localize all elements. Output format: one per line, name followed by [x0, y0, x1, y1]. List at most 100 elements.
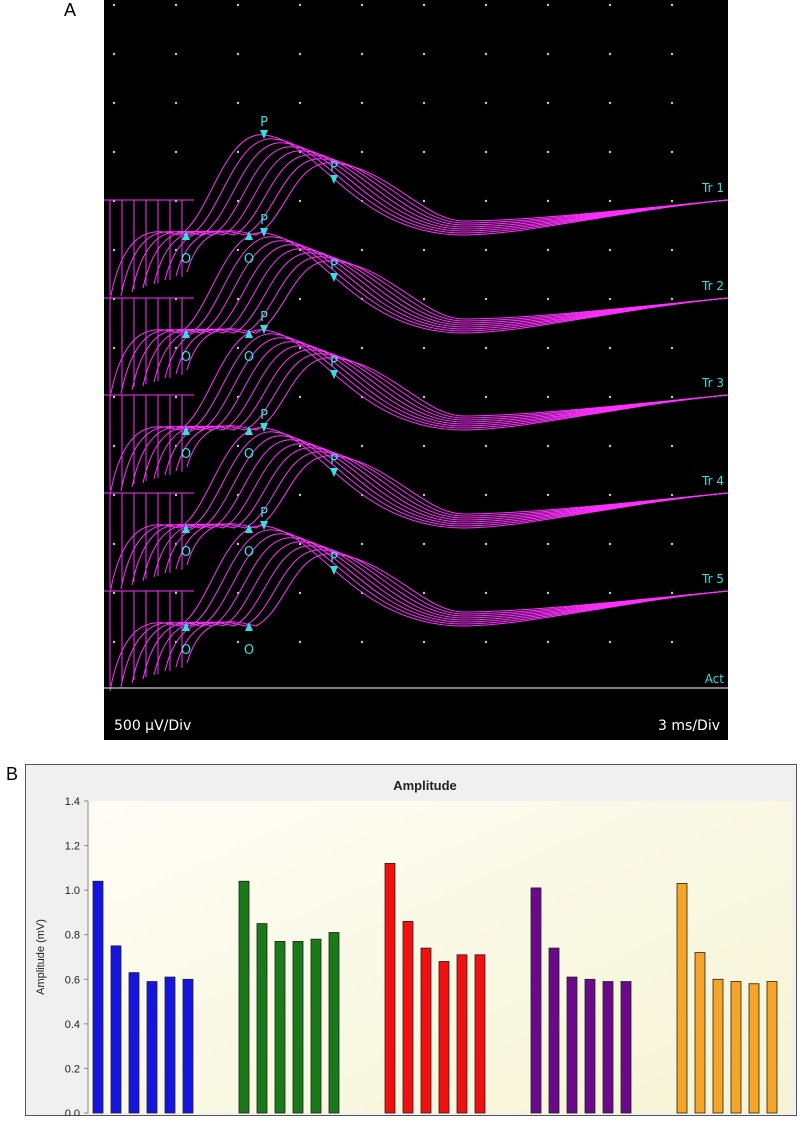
grid-dot — [298, 444, 302, 448]
response-trace-line — [186, 455, 728, 566]
amplitude-bar — [676, 883, 688, 1114]
onset-marker-triangle — [245, 524, 253, 533]
grid-dot — [546, 150, 550, 154]
grid-dot — [422, 52, 426, 56]
grid-dot — [670, 640, 674, 644]
evoked-potential-traces-panel: O O P P Tr 1 O O P P Tr 2 O O P P Tr 3 O O P P Tr 4 O O P P Tr 5… — [104, 0, 728, 740]
onset-marker-label: O — [181, 252, 191, 267]
trace-label: Tr 4 — [701, 474, 724, 488]
onset-marker-label: O — [181, 447, 191, 462]
grid-dot — [174, 591, 178, 595]
grid-dot — [422, 199, 426, 203]
amplitude-bar — [402, 920, 414, 1114]
grid-dot — [360, 444, 364, 448]
peak-marker-triangle — [330, 175, 338, 184]
peak-marker-label: P — [260, 310, 268, 325]
peak-marker-label: P — [260, 213, 268, 228]
grid-dot — [546, 346, 550, 350]
amplitude-bar — [182, 978, 194, 1114]
grid-dot — [174, 395, 178, 399]
grid-dot — [484, 591, 488, 595]
grid-dot — [174, 3, 178, 7]
grid-dot — [422, 395, 426, 399]
grid-dot — [546, 3, 550, 7]
grid-dot — [670, 444, 674, 448]
amplitude-bar — [92, 880, 104, 1114]
grid-dot — [484, 640, 488, 644]
grid-dot — [236, 248, 240, 252]
onset-marker-triangle — [182, 231, 190, 240]
grid-dot — [298, 52, 302, 56]
y-tick-label: 1.2 — [65, 841, 80, 853]
grid-dot — [422, 248, 426, 252]
response-trace-line — [175, 158, 728, 277]
grid-dot — [422, 101, 426, 105]
grid-dot — [608, 444, 612, 448]
grid-dot — [608, 346, 612, 350]
grid-dot — [112, 101, 116, 105]
panel-label-a: A — [64, 0, 77, 20]
onset-marker-label: O — [244, 545, 254, 560]
onset-marker-label: O — [181, 643, 191, 658]
grid-dot — [298, 395, 302, 399]
y-tick-label: 0.4 — [65, 1019, 80, 1031]
chart-title: Amplitude — [393, 778, 457, 793]
grid-dot — [174, 101, 178, 105]
grid-dot — [546, 395, 550, 399]
grid-dot — [546, 297, 550, 301]
y-tick-label: 0.6 — [65, 974, 80, 986]
scope-traces-group — [104, 134, 728, 692]
amplitude-bar — [456, 954, 468, 1114]
amplitude-bar — [238, 880, 250, 1114]
peak-marker-triangle — [330, 566, 338, 575]
onset-marker-triangle — [182, 426, 190, 435]
grid-dot — [608, 199, 612, 203]
grid-dot — [608, 493, 612, 497]
response-trace-line — [175, 549, 728, 668]
amplitude-bar — [256, 923, 268, 1114]
grid-dot — [484, 542, 488, 546]
grid-dot — [422, 3, 426, 7]
grid-dot — [298, 3, 302, 7]
peak-marker-label: P — [260, 115, 268, 130]
y-tick-label: 1.4 — [65, 796, 80, 808]
onset-marker-triangle — [245, 231, 253, 240]
y-tick-label: 0.8 — [65, 930, 80, 942]
grid-dot — [484, 150, 488, 154]
amplitude-bar — [110, 945, 122, 1114]
grid-dot — [360, 52, 364, 56]
panel-label-b: B — [6, 764, 19, 784]
grid-dot — [298, 493, 302, 497]
grid-dot — [174, 493, 178, 497]
amplitude-bar — [474, 954, 486, 1114]
peak-marker-label: P — [330, 355, 338, 370]
grid-dot — [174, 150, 178, 154]
grid-dot — [546, 52, 550, 56]
grid-dot — [236, 101, 240, 105]
grid-dot — [484, 444, 488, 448]
grid-dot — [298, 346, 302, 350]
grid-dot — [112, 591, 116, 595]
grid-dot — [484, 101, 488, 105]
grid-dot — [112, 395, 116, 399]
peak-marker-triangle — [260, 325, 268, 334]
grid-dot — [360, 542, 364, 546]
grid-dot — [670, 248, 674, 252]
peak-marker-label: P — [330, 551, 338, 566]
amplitude-bar — [530, 887, 542, 1114]
onset-marker-label: O — [181, 350, 191, 365]
amplitude-bar — [602, 981, 614, 1114]
grid-dot — [236, 346, 240, 350]
peak-marker-triangle — [330, 468, 338, 477]
grid-dot — [670, 3, 674, 7]
grid-dot — [484, 52, 488, 56]
y-axis-title: Amplitude (mV) — [35, 919, 47, 995]
response-trace-line — [186, 357, 728, 468]
peak-marker-triangle — [260, 423, 268, 432]
grid-dot — [546, 493, 550, 497]
amplitude-bar — [620, 981, 632, 1114]
peak-marker-triangle — [260, 130, 268, 139]
amplitude-bar — [146, 981, 158, 1114]
trace-label: Tr 2 — [701, 279, 724, 293]
evoked-potential-traces-svg: O O P P Tr 1 O O P P Tr 2 O O P P Tr 3 O O P P Tr 4 O O P P Tr 5… — [104, 0, 728, 740]
